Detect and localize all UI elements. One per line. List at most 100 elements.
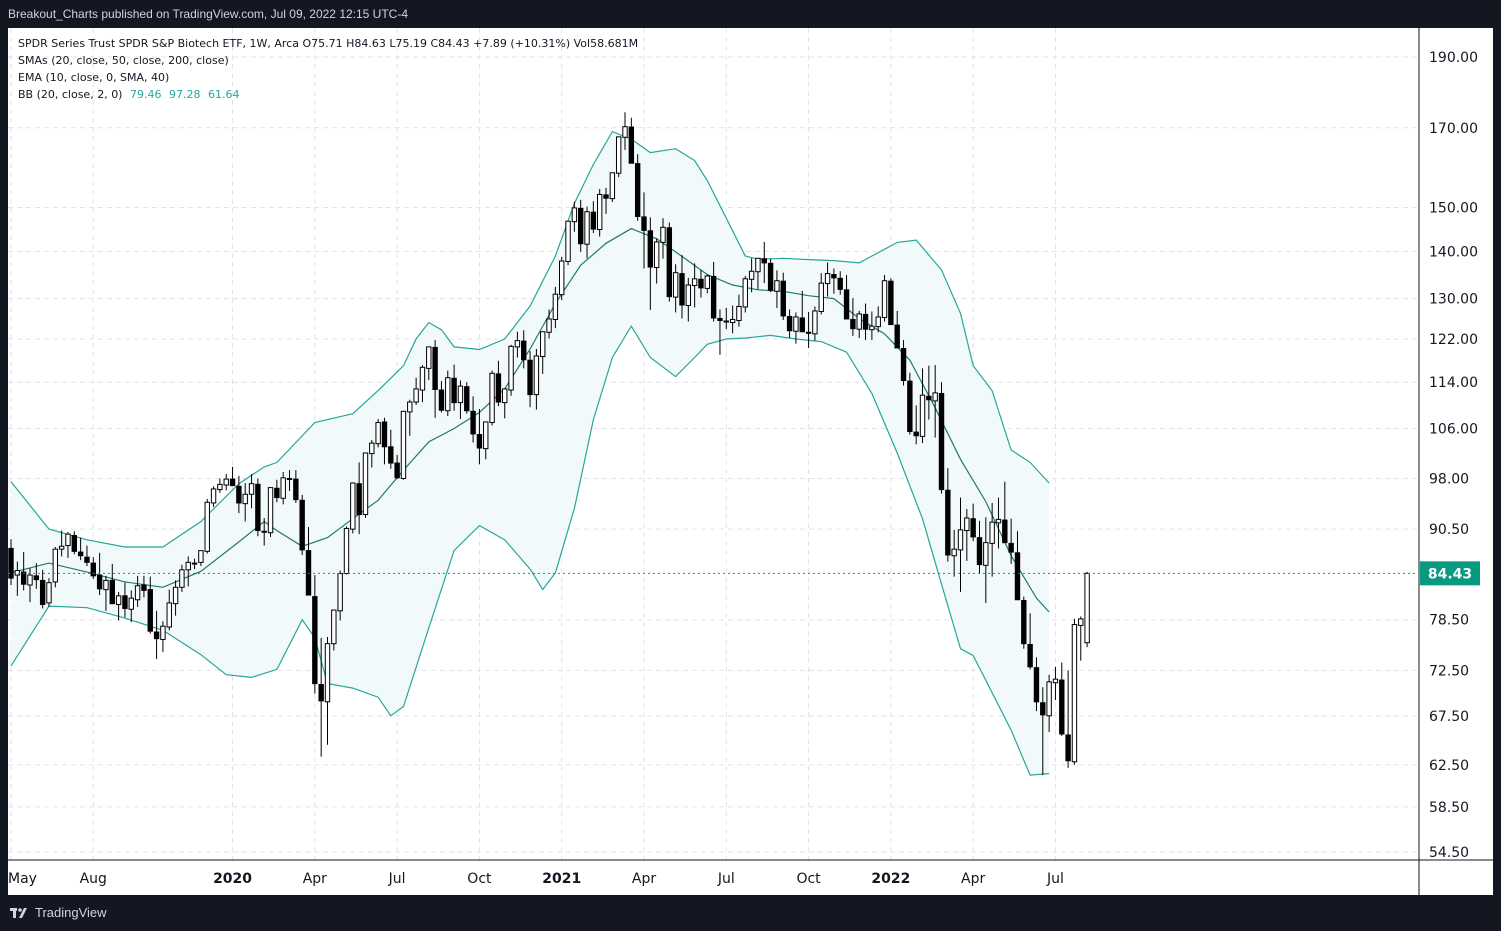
- candle[interactable]: [280, 472, 286, 505]
- candle[interactable]: [210, 486, 217, 508]
- candle[interactable]: [419, 365, 426, 403]
- candle[interactable]: [1059, 662, 1065, 736]
- candle[interactable]: [875, 306, 881, 333]
- candle[interactable]: [318, 637, 324, 757]
- candle[interactable]: [400, 410, 407, 480]
- candle[interactable]: [913, 405, 919, 445]
- candle[interactable]: [964, 509, 970, 561]
- candle[interactable]: [115, 591, 122, 621]
- candle[interactable]: [185, 556, 191, 587]
- candle[interactable]: [14, 561, 21, 596]
- price-chart[interactable]: 190.00 170.00 150.00 140.00 130.00 122.00 114.…: [8, 28, 1493, 895]
- candle[interactable]: [350, 482, 356, 534]
- candle[interactable]: [805, 311, 812, 348]
- candle[interactable]: [27, 568, 33, 603]
- candle[interactable]: [1014, 531, 1021, 601]
- candle[interactable]: [856, 310, 862, 338]
- candle[interactable]: [438, 381, 445, 413]
- candle[interactable]: [609, 172, 616, 202]
- time-axis[interactable]: May Aug 2020 Apr Jul Oct 2021 Apr Jul Oct 2022 Apr J…: [8, 871, 1064, 887]
- candle[interactable]: [65, 531, 71, 558]
- candle[interactable]: [584, 206, 590, 259]
- candle[interactable]: [179, 564, 185, 592]
- candle[interactable]: [546, 309, 552, 339]
- candle[interactable]: [255, 478, 261, 537]
- candle[interactable]: [1052, 666, 1059, 700]
- candle[interactable]: [919, 368, 926, 444]
- candle[interactable]: [331, 609, 337, 651]
- candle[interactable]: [1002, 481, 1008, 544]
- candle[interactable]: [46, 578, 52, 607]
- candle[interactable]: [850, 298, 856, 336]
- candle[interactable]: [1084, 571, 1090, 648]
- candle[interactable]: [229, 466, 236, 487]
- candle[interactable]: [508, 344, 514, 396]
- candle[interactable]: [590, 201, 597, 234]
- candle[interactable]: [502, 388, 508, 419]
- candle[interactable]: [1008, 518, 1014, 564]
- candle[interactable]: [274, 479, 280, 503]
- candle[interactable]: [495, 360, 502, 407]
- candle[interactable]: [945, 468, 951, 562]
- candle[interactable]: [641, 192, 647, 269]
- candle[interactable]: [704, 274, 710, 294]
- candle[interactable]: [426, 346, 432, 380]
- candle[interactable]: [413, 377, 419, 405]
- candle[interactable]: [653, 238, 660, 284]
- candle[interactable]: [603, 187, 609, 214]
- candle[interactable]: [343, 526, 350, 575]
- candle[interactable]: [628, 117, 635, 164]
- candle[interactable]: [58, 530, 65, 557]
- candle[interactable]: [90, 557, 96, 579]
- candle[interactable]: [691, 263, 698, 308]
- candle[interactable]: [533, 349, 540, 410]
- candle[interactable]: [970, 503, 976, 542]
- candle[interactable]: [198, 550, 204, 567]
- candle[interactable]: [286, 470, 293, 491]
- candle[interactable]: [1040, 687, 1046, 776]
- candle[interactable]: [381, 417, 388, 465]
- candle[interactable]: [71, 531, 77, 555]
- candle[interactable]: [1027, 613, 1033, 670]
- candle[interactable]: [451, 364, 457, 411]
- candle[interactable]: [394, 454, 400, 480]
- candle[interactable]: [324, 636, 331, 745]
- candle[interactable]: [407, 399, 413, 436]
- candle[interactable]: [464, 382, 470, 414]
- candle[interactable]: [679, 255, 685, 319]
- candle[interactable]: [957, 497, 964, 592]
- candle[interactable]: [685, 277, 692, 322]
- candle[interactable]: [862, 303, 869, 341]
- candle[interactable]: [989, 502, 995, 577]
- candle[interactable]: [660, 218, 666, 259]
- candle[interactable]: [559, 256, 565, 301]
- candle[interactable]: [521, 330, 527, 369]
- candle[interactable]: [305, 527, 312, 596]
- candle[interactable]: [172, 580, 179, 616]
- candle[interactable]: [514, 331, 521, 358]
- candle[interactable]: [242, 483, 248, 522]
- candle[interactable]: [489, 370, 495, 426]
- candle[interactable]: [672, 264, 679, 313]
- candle[interactable]: [938, 382, 945, 494]
- candle[interactable]: [900, 340, 907, 386]
- candle[interactable]: [153, 610, 160, 660]
- candle[interactable]: [799, 290, 805, 333]
- candle[interactable]: [894, 310, 900, 349]
- candle[interactable]: [622, 112, 628, 150]
- candle[interactable]: [160, 621, 166, 653]
- candle[interactable]: [267, 487, 274, 537]
- candle[interactable]: [888, 278, 894, 326]
- candle[interactable]: [774, 270, 780, 308]
- candle[interactable]: [710, 261, 717, 322]
- candle[interactable]: [261, 517, 267, 546]
- candle[interactable]: [1065, 670, 1071, 768]
- legend-smas[interactable]: SMAs (20, close, 50, close, 200, close): [18, 54, 229, 67]
- candle[interactable]: [356, 462, 362, 535]
- candle[interactable]: [109, 563, 115, 605]
- candle[interactable]: [236, 475, 242, 514]
- candle[interactable]: [881, 275, 888, 322]
- candle[interactable]: [39, 569, 46, 609]
- candle[interactable]: [540, 331, 546, 374]
- candle[interactable]: [578, 199, 584, 252]
